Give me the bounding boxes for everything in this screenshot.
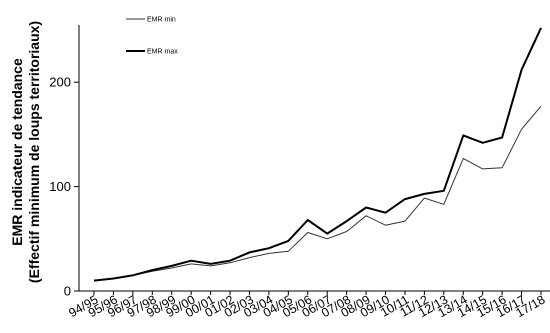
y-axis-title-line2: (Effectif minimum de loups territoriaux) (26, 21, 42, 283)
y-tick-label: 0 (64, 284, 71, 299)
legend-label-max: EMR max (147, 49, 178, 56)
plot-lines (93, 27, 542, 282)
legend: EMR min EMR max (126, 17, 178, 56)
series-line-emr-max (93, 27, 542, 282)
y-axis: 0 100 200 (49, 25, 80, 299)
y-tick-label: 200 (49, 75, 71, 90)
y-axis-title: EMR indicateur de tendance (Effectif min… (9, 21, 42, 283)
x-axis: 94/9595/9696/9797/9898/9999/0000/0101/02… (66, 290, 550, 320)
legend-label-min: EMR min (147, 17, 176, 24)
y-tick-label: 100 (49, 179, 71, 194)
y-axis-title-line1: EMR indicateur de tendance (9, 58, 25, 246)
series-line-emr-min (93, 105, 542, 282)
